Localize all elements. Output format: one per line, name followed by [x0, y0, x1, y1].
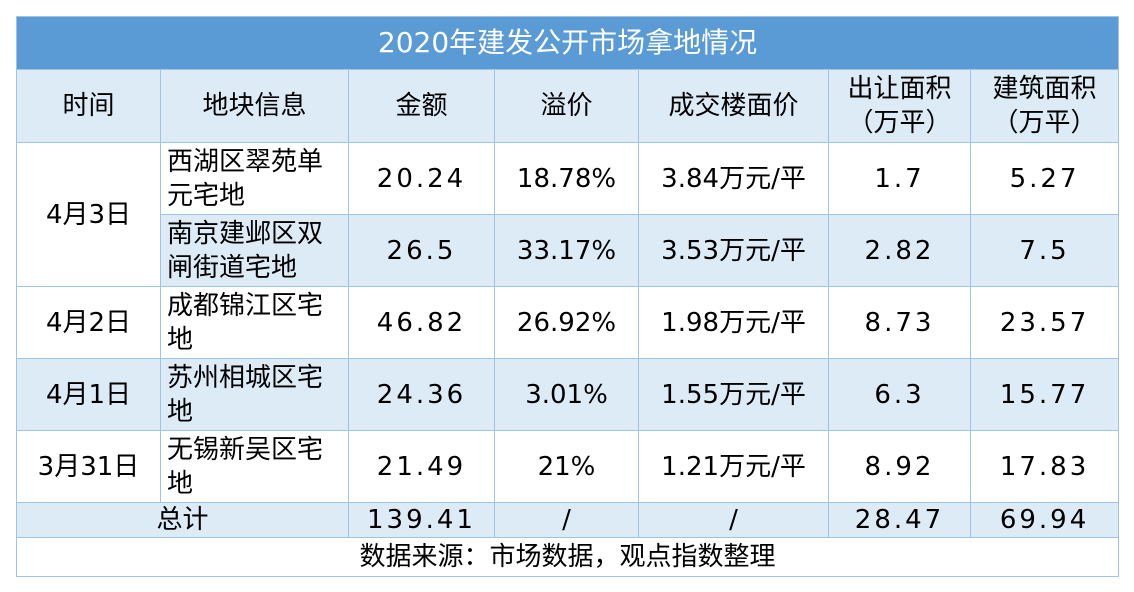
row-price: 1.21万元/平 [638, 430, 829, 503]
row-amount: 21.49 [348, 430, 495, 503]
row-price: 1.55万元/平 [638, 358, 829, 431]
row-building-area: 17.83 [969, 430, 1120, 503]
row-parcel: 无锡新吴区宅地 [160, 430, 349, 503]
header-premium: 溢价 [494, 69, 639, 143]
table-title: 2020年建发公开市场拿地情况 [15, 16, 1120, 70]
row-date: 3月31日 [16, 430, 161, 503]
row-amount: 26.5 [348, 214, 495, 287]
header-land-area: 出让面积（万平） [828, 69, 971, 143]
total-label: 总计 [16, 502, 349, 538]
row-building-area: 15.77 [969, 358, 1120, 431]
source-note: 数据来源：市场数据，观点指数整理 [15, 537, 1120, 577]
row-building-area: 23.57 [969, 286, 1120, 359]
row-price: 3.84万元/平 [638, 142, 829, 215]
total-premium: / [494, 502, 639, 538]
header-price: 成交楼面价 [638, 69, 829, 143]
row-premium: 18.78% [494, 142, 639, 215]
row-parcel: 成都锦江区宅地 [160, 286, 349, 359]
row-amount: 24.36 [348, 358, 495, 431]
row-date: 4月3日 [16, 142, 161, 287]
row-premium: 33.17% [494, 214, 639, 287]
row-date: 4月1日 [16, 358, 161, 431]
row-parcel: 南京建邺区双闸街道宅地 [160, 214, 349, 287]
total-amount: 139.41 [348, 502, 495, 538]
total-building-area: 69.94 [969, 502, 1120, 538]
row-amount: 20.24 [348, 142, 495, 215]
header-amount: 金额 [348, 69, 495, 143]
header-parcel: 地块信息 [160, 69, 349, 143]
row-land-area: 8.92 [828, 430, 971, 503]
row-building-area: 7.5 [969, 214, 1120, 287]
total-land-area: 28.47 [828, 502, 971, 538]
row-land-area: 6.3 [828, 358, 971, 431]
row-premium: 26.92% [494, 286, 639, 359]
row-land-area: 1.7 [828, 142, 971, 215]
row-land-area: 8.73 [828, 286, 971, 359]
row-price: 1.98万元/平 [638, 286, 829, 359]
header-building-area: 建筑面积（万平） [969, 69, 1120, 143]
land-table: 2020年建发公开市场拿地情况 时间 地块信息 金额 溢价 成交楼面价 出让面积… [15, 16, 1120, 577]
row-premium: 3.01% [494, 358, 639, 431]
row-price: 3.53万元/平 [638, 214, 829, 287]
row-building-area: 5.27 [969, 142, 1120, 215]
total-price: / [638, 502, 829, 538]
row-amount: 46.82 [348, 286, 495, 359]
row-parcel: 苏州相城区宅地 [160, 358, 349, 431]
row-parcel: 西湖区翠苑单元宅地 [160, 142, 349, 215]
row-premium: 21% [494, 430, 639, 503]
row-date: 4月2日 [16, 286, 161, 359]
row-land-area: 2.82 [828, 214, 971, 287]
header-time: 时间 [16, 69, 161, 143]
